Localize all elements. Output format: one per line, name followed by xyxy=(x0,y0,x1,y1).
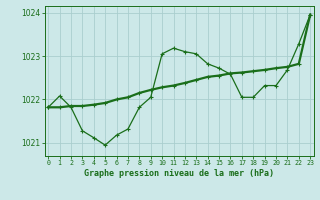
X-axis label: Graphe pression niveau de la mer (hPa): Graphe pression niveau de la mer (hPa) xyxy=(84,169,274,178)
